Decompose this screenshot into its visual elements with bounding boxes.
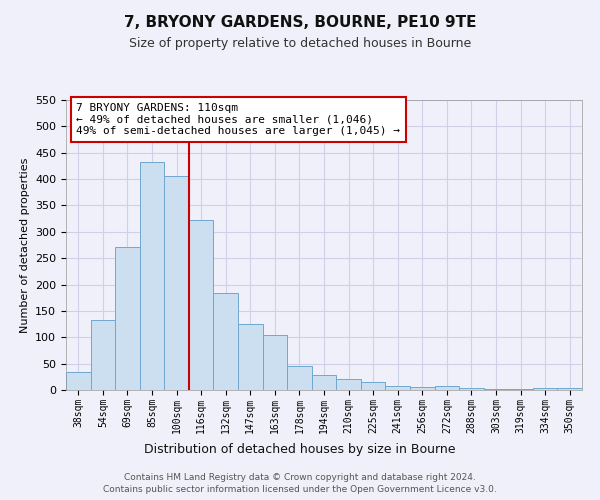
Bar — [263, 335, 287, 390]
Bar — [66, 372, 91, 390]
Bar — [238, 324, 263, 390]
Bar — [385, 386, 410, 390]
Bar — [484, 389, 508, 390]
Bar — [434, 386, 459, 390]
Bar — [533, 388, 557, 390]
Bar — [115, 246, 140, 390]
Text: Contains HM Land Registry data © Crown copyright and database right 2024.: Contains HM Land Registry data © Crown c… — [124, 472, 476, 482]
Text: 7, BRYONY GARDENS, BOURNE, PE10 9TE: 7, BRYONY GARDENS, BOURNE, PE10 9TE — [124, 15, 476, 30]
Bar — [312, 374, 336, 390]
Bar — [410, 388, 434, 390]
Bar — [508, 389, 533, 390]
Text: Contains public sector information licensed under the Open Government Licence v3: Contains public sector information licen… — [103, 485, 497, 494]
Text: 7 BRYONY GARDENS: 110sqm
← 49% of detached houses are smaller (1,046)
49% of sem: 7 BRYONY GARDENS: 110sqm ← 49% of detach… — [76, 103, 400, 136]
Bar — [361, 382, 385, 390]
Bar — [91, 320, 115, 390]
Bar — [336, 380, 361, 390]
Bar — [287, 366, 312, 390]
Text: Size of property relative to detached houses in Bourne: Size of property relative to detached ho… — [129, 38, 471, 51]
Bar — [214, 293, 238, 390]
Bar — [140, 162, 164, 390]
Y-axis label: Number of detached properties: Number of detached properties — [20, 158, 29, 332]
Bar — [557, 388, 582, 390]
Bar — [164, 176, 189, 390]
Text: Distribution of detached houses by size in Bourne: Distribution of detached houses by size … — [144, 442, 456, 456]
Bar — [189, 220, 214, 390]
Bar — [459, 388, 484, 390]
